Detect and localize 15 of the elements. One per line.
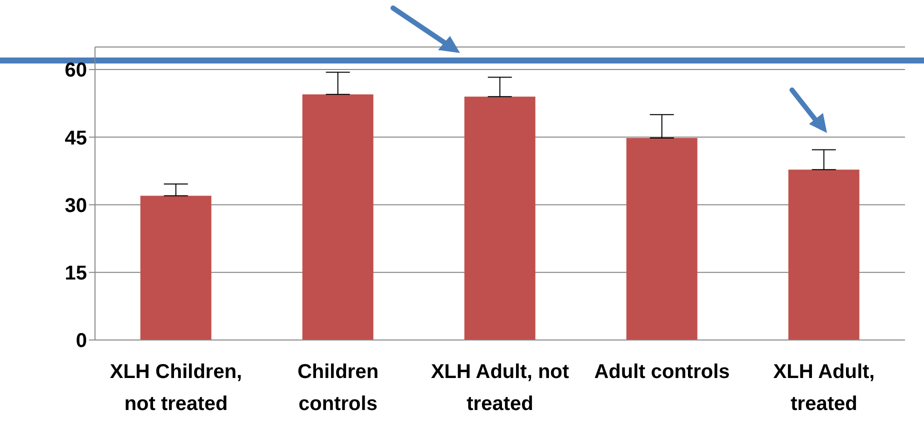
bar (626, 138, 698, 340)
y-tick-label: 45 (64, 127, 87, 150)
bar (464, 96, 536, 340)
bar (788, 170, 860, 340)
x-tick-label: XLH Children, not treated (110, 361, 242, 415)
x-tick-label: Children controls (297, 361, 379, 415)
x-tick-label: Adult controls (594, 361, 730, 383)
bar (302, 94, 374, 340)
y-tick-label: 60 (64, 60, 87, 82)
y-tick-label: 15 (64, 262, 87, 284)
y-tick-label: 30 (64, 194, 87, 217)
y-tick-label: 0 (76, 330, 87, 352)
bar (140, 196, 212, 340)
x-tick-label: XLH Adult, treated (773, 361, 875, 415)
x-tick-label: XLH Adult, not treated (430, 361, 570, 415)
